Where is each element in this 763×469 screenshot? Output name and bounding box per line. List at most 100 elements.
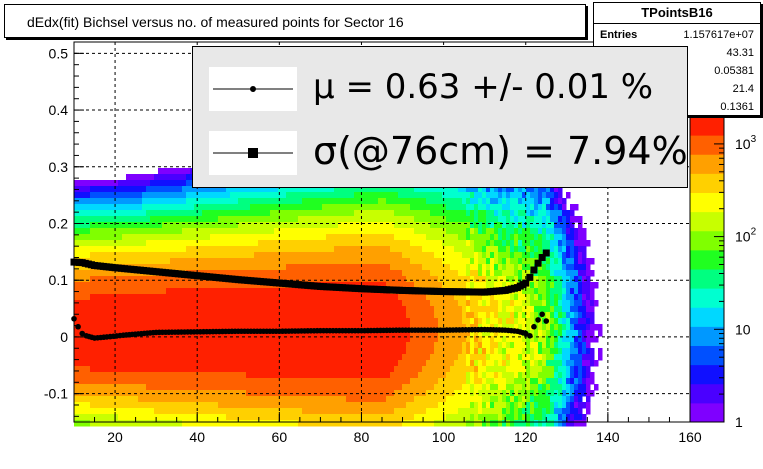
heatmap-cell bbox=[410, 252, 415, 259]
heatmap-cell bbox=[370, 408, 375, 415]
heatmap-cell bbox=[226, 282, 231, 289]
heatmap-cell bbox=[390, 252, 395, 259]
heatmap-cell bbox=[178, 372, 183, 379]
heatmap-cell bbox=[358, 258, 363, 265]
heatmap-cell bbox=[454, 390, 459, 397]
heatmap-cell bbox=[298, 216, 303, 223]
heatmap-cell bbox=[218, 354, 223, 361]
heatmap-cell bbox=[74, 210, 79, 217]
heatmap-cell bbox=[326, 312, 331, 319]
heatmap-cell bbox=[426, 372, 431, 379]
heatmap-cell bbox=[394, 186, 399, 193]
heatmap-cell bbox=[222, 216, 227, 223]
heatmap-cell bbox=[114, 234, 119, 241]
heatmap-cell bbox=[474, 252, 479, 259]
heatmap-cell bbox=[426, 402, 431, 409]
heatmap-cell bbox=[294, 318, 299, 325]
heatmap-cell bbox=[450, 306, 455, 313]
heatmap-cell bbox=[246, 264, 251, 271]
heatmap-cell bbox=[118, 222, 123, 229]
heatmap-cell bbox=[198, 354, 203, 361]
heatmap-cell bbox=[206, 348, 211, 355]
heatmap-cell bbox=[466, 408, 471, 415]
heatmap-cell bbox=[430, 252, 435, 259]
heatmap-cell bbox=[378, 210, 383, 217]
heatmap-cell bbox=[366, 282, 371, 289]
heatmap-cell bbox=[306, 300, 311, 307]
heatmap-cell bbox=[330, 210, 335, 217]
heatmap-cell bbox=[366, 312, 371, 319]
heatmap-cell bbox=[498, 342, 503, 349]
heatmap-cell bbox=[278, 222, 283, 229]
heatmap-cell bbox=[362, 420, 367, 427]
heatmap-cell bbox=[250, 396, 255, 403]
heatmap-cell bbox=[118, 210, 123, 217]
heatmap-cell bbox=[334, 354, 339, 361]
heatmap-cell bbox=[458, 336, 463, 343]
heatmap-cell bbox=[374, 366, 379, 373]
heatmap-cell bbox=[274, 270, 279, 277]
heatmap-cell bbox=[282, 324, 287, 331]
heatmap-cell bbox=[126, 270, 131, 277]
heatmap-cell bbox=[278, 384, 283, 391]
heatmap-cell bbox=[146, 408, 151, 415]
heatmap-cell bbox=[274, 366, 279, 373]
heatmap-cell bbox=[166, 204, 171, 211]
heatmap-cell bbox=[86, 372, 91, 379]
heatmap-cell bbox=[282, 192, 287, 199]
heatmap-cell bbox=[498, 234, 503, 241]
heatmap-cell bbox=[166, 198, 171, 205]
heatmap-cell bbox=[422, 324, 427, 331]
heatmap-cell bbox=[138, 294, 143, 301]
heatmap-cell bbox=[490, 324, 495, 331]
heatmap-cell bbox=[350, 222, 355, 229]
heatmap-cell bbox=[82, 192, 87, 199]
heatmap-cell bbox=[142, 348, 147, 355]
heatmap-cell bbox=[434, 294, 439, 301]
heatmap-cell bbox=[386, 276, 391, 283]
heatmap-cell bbox=[170, 228, 175, 235]
heatmap-cell bbox=[178, 192, 183, 199]
heatmap-cell bbox=[394, 228, 399, 235]
heatmap-cell bbox=[370, 366, 375, 373]
heatmap-cell bbox=[174, 348, 179, 355]
heatmap-cell bbox=[94, 282, 99, 289]
heatmap-cell bbox=[278, 294, 283, 301]
heatmap-cell bbox=[78, 366, 83, 373]
heatmap-cell bbox=[166, 312, 171, 319]
heatmap-cell bbox=[390, 300, 395, 307]
heatmap-cell bbox=[506, 324, 511, 331]
heatmap-cell bbox=[302, 402, 307, 409]
heatmap-cell bbox=[262, 192, 267, 199]
heatmap-cell bbox=[286, 342, 291, 349]
heatmap-cell bbox=[474, 378, 479, 385]
heatmap-cell bbox=[270, 354, 275, 361]
heatmap-cell bbox=[254, 252, 259, 259]
heatmap-cell bbox=[170, 306, 175, 313]
heatmap-cell bbox=[138, 288, 143, 295]
heatmap-cell bbox=[498, 228, 503, 235]
heatmap-cell bbox=[366, 240, 371, 247]
heatmap-cell bbox=[242, 288, 247, 295]
heatmap-cell bbox=[182, 222, 187, 229]
heatmap-cell bbox=[474, 348, 479, 355]
heatmap-cell bbox=[402, 342, 407, 349]
heatmap-cell bbox=[314, 342, 319, 349]
heatmap-cell bbox=[154, 360, 159, 367]
heatmap-cell bbox=[422, 264, 427, 271]
heatmap-cell bbox=[90, 240, 95, 247]
heatmap-cell bbox=[402, 306, 407, 313]
heatmap-cell bbox=[438, 330, 443, 337]
heatmap-cell bbox=[438, 342, 443, 349]
heatmap-cell bbox=[106, 384, 111, 391]
heatmap-cell bbox=[98, 216, 103, 223]
heatmap-cell bbox=[502, 378, 507, 385]
heatmap-cell bbox=[154, 288, 159, 295]
heatmap-cell bbox=[82, 420, 87, 427]
heatmap-cell bbox=[498, 300, 503, 307]
heatmap-cell bbox=[174, 342, 179, 349]
heatmap-cell bbox=[470, 306, 475, 313]
heatmap-cell bbox=[310, 294, 315, 301]
heatmap-cell bbox=[322, 318, 327, 325]
heatmap-cell bbox=[466, 222, 471, 229]
